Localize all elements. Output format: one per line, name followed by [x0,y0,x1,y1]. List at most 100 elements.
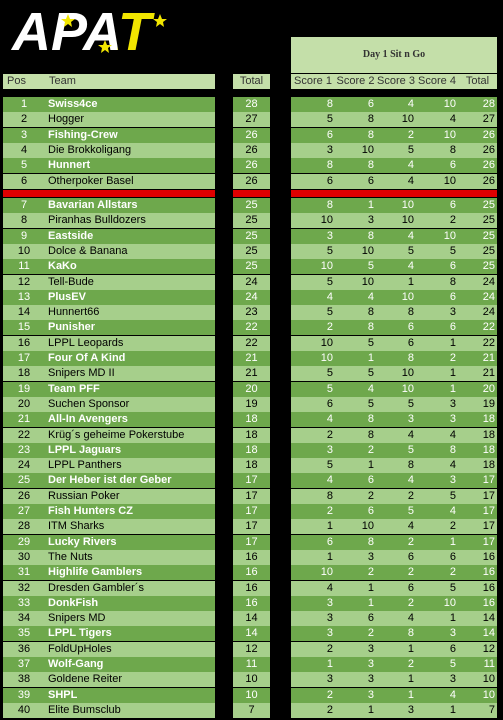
score: 3 [416,412,458,428]
score: 10 [376,112,416,128]
score: 1 [416,335,458,351]
score: 3 [416,626,458,642]
score: 6 [335,473,376,489]
position: 29 [3,534,45,550]
team-name: LPPL Leopards [45,335,215,351]
score: 6 [335,97,376,112]
score: 10 [376,198,416,213]
score: 6 [416,320,458,336]
score: 16 [458,595,497,611]
score: 17 [458,534,497,550]
logo-text: APAT [10,2,155,60]
score: 4 [291,473,335,489]
score: 4 [376,228,416,244]
cutoff-line [3,190,215,197]
team-name: Elite Bumsclub [45,702,215,718]
score: 3 [416,473,458,489]
position: 3 [3,127,45,143]
score: 14 [233,611,270,627]
score: 10 [291,213,335,229]
team-name: Krüg´s geheime Pokerstube [45,427,215,443]
score: 19 [458,396,497,412]
score: 18 [458,458,497,474]
team-name: SHPL [45,687,215,703]
score: 2 [291,504,335,519]
score: 4 [416,112,458,128]
score: 28 [233,97,270,112]
position: 7 [3,198,45,213]
score: 4 [376,611,416,627]
team-name: Dresden Gambler´s [45,580,215,596]
team-name: Dolce & Banana [45,243,215,259]
score: 5 [376,504,416,519]
team-name: LPPL Jaguars [45,442,215,458]
score: 5 [376,442,416,458]
score: 10 [291,351,335,366]
score: 17 [233,534,270,550]
score: 8 [335,112,376,128]
score: 24 [233,289,270,305]
score: 4 [335,381,376,397]
position: 8 [3,213,45,229]
team-name: Der Heber ist der Geber [45,473,215,489]
score: 5 [291,243,335,259]
score: 6 [376,335,416,351]
score: 8 [376,458,416,474]
score: 2 [376,488,416,504]
team-name: Bavarian Allstars [45,198,215,213]
position: 37 [3,657,45,672]
score: 8 [376,351,416,366]
score: 10 [291,335,335,351]
team-name: Fish Hunters CZ [45,504,215,519]
score: 8 [291,97,335,112]
score: 4 [416,687,458,703]
score: 24 [233,274,270,290]
score: 5 [376,396,416,412]
score: 6 [416,158,458,174]
score: 2 [376,127,416,143]
position: 25 [3,473,45,489]
score: 22 [458,335,497,351]
score: 10 [291,259,335,275]
score: 6 [376,549,416,565]
team-name: Team PFF [45,381,215,397]
score: 4 [376,519,416,535]
position: 35 [3,626,45,642]
score: 1 [291,519,335,535]
score: 1 [416,381,458,397]
score: 5 [335,366,376,382]
score: 6 [291,534,335,550]
position: 18 [3,366,45,382]
score: 5 [376,243,416,259]
score: 8 [335,127,376,143]
score: 1 [416,366,458,382]
score: 1 [291,657,335,672]
star [98,40,112,53]
score: 3 [416,305,458,321]
score: 4 [416,504,458,519]
score: 8 [335,427,376,443]
position: 16 [3,335,45,351]
score: 18 [233,427,270,443]
score: 8 [416,274,458,290]
position: 30 [3,549,45,565]
score: 10 [416,228,458,244]
score: 4 [376,473,416,489]
score: 3 [335,213,376,229]
score: 18 [458,442,497,458]
score: 4 [376,158,416,174]
score: 25 [458,259,497,275]
score: 3 [291,672,335,688]
score: 17 [458,473,497,489]
score: 25 [233,259,270,275]
score: 2 [416,519,458,535]
score: 3 [335,672,376,688]
position: 24 [3,458,45,474]
score: 2 [291,320,335,336]
position: 9 [3,228,45,244]
team-name: Hunnert [45,158,215,174]
score: 1 [291,549,335,565]
score: 5 [335,259,376,275]
score: 4 [376,97,416,112]
score: 10 [335,243,376,259]
